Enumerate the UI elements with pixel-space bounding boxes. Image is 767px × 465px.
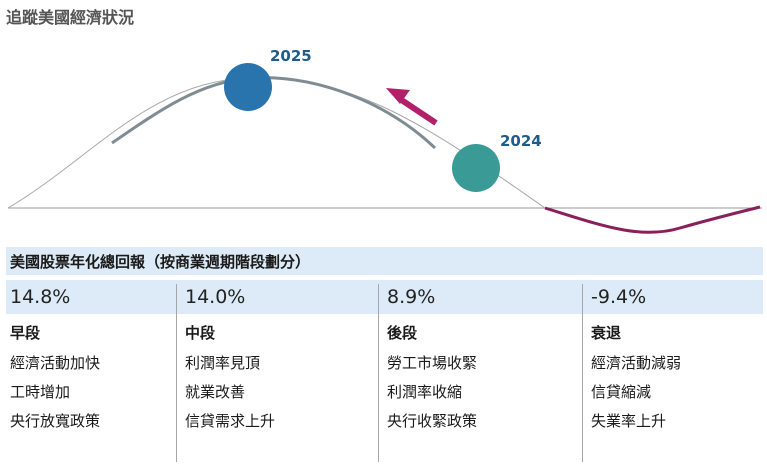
phase-column-mid: 14.0% 中段 利潤率見頂 就業改善 信貸需求上升 bbox=[181, 280, 381, 462]
return-value: 8.9% bbox=[387, 286, 436, 308]
table-header-label: 美國股票年化總回報（按商業週期階段劃分） bbox=[10, 253, 311, 271]
marker-2024-circle bbox=[452, 144, 500, 192]
table-header: 美國股票年化總回報（按商業週期階段劃分） bbox=[6, 247, 763, 275]
list-item: 信貸縮減 bbox=[591, 383, 652, 401]
phase-traits: 利潤率見頂 就業改善 信貸需求上升 bbox=[185, 349, 275, 436]
return-value: 14.0% bbox=[185, 286, 246, 308]
phase-label: 衰退 bbox=[591, 324, 622, 342]
return-value: -9.4% bbox=[591, 286, 647, 308]
list-item: 工時增加 bbox=[10, 383, 71, 401]
return-value: 14.8% bbox=[10, 286, 71, 308]
list-item: 信貸需求上升 bbox=[185, 412, 276, 430]
column-divider bbox=[378, 284, 379, 462]
phase-column-recession: -9.4% 衰退 經濟活動減弱 信貸縮減 失業率上升 bbox=[587, 280, 767, 462]
list-item: 失業率上升 bbox=[591, 412, 667, 430]
list-item: 經濟活動減弱 bbox=[591, 354, 682, 372]
list-item: 勞工市場收緊 bbox=[387, 354, 478, 372]
phase-label: 中段 bbox=[185, 324, 216, 342]
column-divider bbox=[582, 284, 583, 462]
column-divider bbox=[176, 284, 177, 462]
phase-column-early: 14.8% 早段 經濟活動加快 工時增加 央行放寬政策 bbox=[6, 280, 206, 462]
phase-traits: 勞工市場收緊 利潤率收縮 央行收緊政策 bbox=[387, 349, 477, 436]
list-item: 央行放寬政策 bbox=[10, 412, 101, 430]
phase-traits: 經濟活動減弱 信貸縮減 失業率上升 bbox=[591, 349, 681, 436]
business-cycle-diagram: 2025 2024 bbox=[7, 47, 762, 234]
marker-2025-label: 2025 bbox=[270, 47, 312, 65]
phase-label: 早段 bbox=[10, 324, 41, 342]
page-title: 追蹤美國經濟狀況 bbox=[6, 8, 135, 27]
marker-2025-circle bbox=[224, 63, 272, 111]
returns-row bbox=[6, 280, 763, 314]
list-item: 利潤率收縮 bbox=[387, 383, 463, 401]
list-item: 利潤率見頂 bbox=[185, 354, 261, 372]
marker-2024-label: 2024 bbox=[500, 132, 542, 150]
list-item: 央行收緊政策 bbox=[387, 412, 478, 430]
phase-column-late: 8.9% 後段 勞工市場收緊 利潤率收縮 央行收緊政策 bbox=[383, 280, 583, 462]
recession-curve bbox=[544, 205, 761, 234]
list-item: 經濟活動加快 bbox=[10, 354, 101, 372]
phase-traits: 經濟活動加快 工時增加 央行放寬政策 bbox=[10, 349, 100, 436]
phase-label: 後段 bbox=[387, 324, 418, 342]
direction-arrow bbox=[386, 88, 438, 126]
list-item: 就業改善 bbox=[185, 383, 246, 401]
